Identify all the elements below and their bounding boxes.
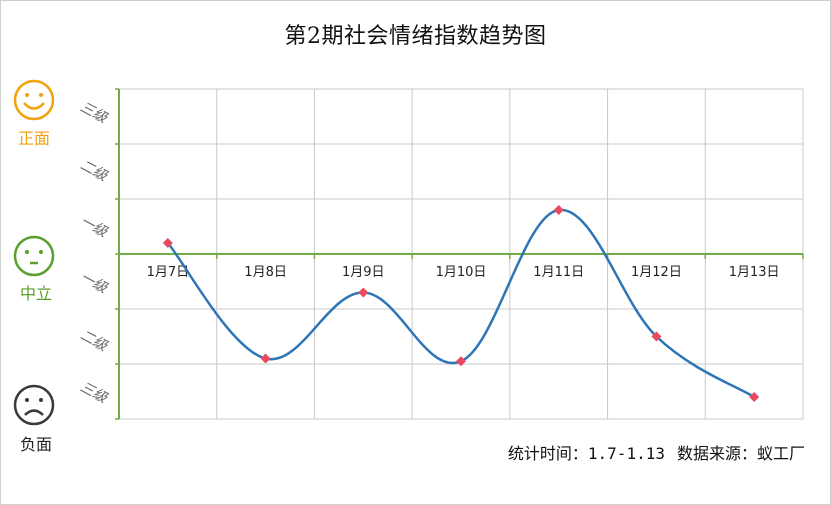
x-tick-label: 1月9日 (342, 265, 385, 280)
data-point (358, 287, 369, 298)
x-tick-label: 1月11日 (533, 265, 584, 280)
x-tick-label: 1月12日 (631, 265, 682, 280)
neutral-face-icon (13, 235, 55, 277)
negative-label: 负面 (19, 435, 52, 454)
data-point (260, 353, 271, 364)
series-line (166, 208, 755, 399)
smiley-face-icon (13, 79, 55, 121)
data-point (749, 392, 760, 402)
chart-title: 第2期社会情绪指数趋势图 (284, 24, 547, 49)
neutral-label: 中立 (19, 284, 52, 303)
data-point (553, 205, 564, 215)
stats-period: 统计时间：1.7-1.13 (507, 444, 665, 463)
chart-footer: 统计时间：1.7-1.13 数据来源：蚁工厂 (508, 440, 805, 464)
x-tick-label: 1月13日 (729, 265, 780, 280)
data-point (162, 238, 173, 248)
data-point (456, 356, 466, 367)
data-source: 数据来源：蚁工厂 (676, 444, 805, 463)
positive-label: 正面 (17, 129, 50, 148)
x-tick-label: 1月7日 (147, 265, 190, 280)
data-point (651, 331, 662, 342)
x-tick-label: 1月10日 (436, 265, 487, 280)
x-tick-label: 1月8日 (244, 265, 287, 280)
sad-face-icon (13, 384, 55, 426)
